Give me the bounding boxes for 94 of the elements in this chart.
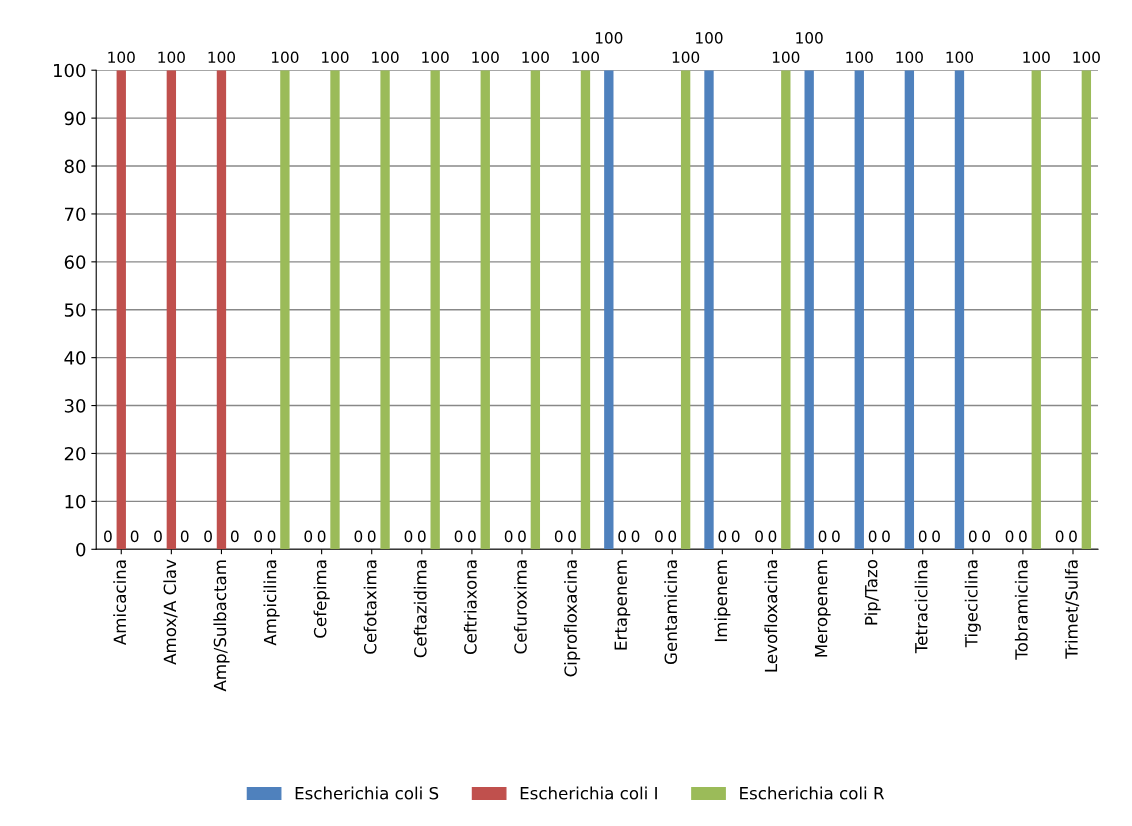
data-label: 0 [367,530,376,543]
legend-label: Escherichia coli S [295,786,439,800]
data-label: 0 [1055,530,1064,543]
data-label: 0 [354,530,363,543]
data-label: 100 [595,32,623,44]
x-tick-label: Amp/Sulbactam [213,560,230,692]
data-label: 0 [230,530,239,543]
data-label: 0 [317,530,326,543]
data-label: 100 [372,51,399,64]
data-label: 0 [267,530,276,543]
x-tick-label: Pip/Tazo [864,559,881,625]
data-label: 0 [554,530,563,543]
data-label: 0 [1069,530,1077,543]
data-label: 0 [417,530,426,543]
data-label: 0 [104,530,112,543]
data-label: 0 [468,530,476,543]
x-tick-label: Trimet/Sulfa [1064,560,1080,659]
data-label: 100 [472,51,499,64]
x-tick-label: Amicacina [113,560,127,646]
y-tick-label: 40 [64,351,86,365]
data-label: 0 [755,530,763,543]
y-tick-label: 70 [65,207,86,222]
x-tick-label: Tigeciclina [964,560,981,648]
data-label: 0 [868,530,877,543]
data-label: 0 [731,530,740,543]
y-tick-label: 20 [64,446,86,461]
x-tick-label: Ampicilina [263,560,280,646]
x-tick-label: Levofloxacina [764,560,778,672]
data-label: 0 [130,530,139,543]
data-label: 0 [454,530,463,543]
data-label: 100 [696,32,723,44]
data-label: 0 [968,530,977,543]
x-tick-label: Cefotaxima [363,560,377,654]
data-label: 0 [180,530,189,543]
data-label: 0 [768,530,777,543]
data-label: 100 [422,51,449,64]
data-label: 0 [932,530,940,543]
data-label: 0 [254,530,263,543]
y-tick-label: 90 [64,111,86,126]
data-label: 0 [504,530,513,543]
y-tick-label: 100 [54,63,86,78]
data-label: 100 [208,51,236,64]
data-label: 0 [404,530,413,543]
data-label: 100 [108,51,135,64]
data-label: 0 [668,530,677,543]
y-tick-label: 80 [64,159,86,174]
data-label: 100 [158,51,185,64]
y-tick-label: 10 [65,494,86,509]
data-label: 100 [1023,51,1050,64]
data-label: 100 [796,32,823,44]
x-tick-label: Cefepima [313,560,330,638]
x-tick-label: Cefuroxima [513,560,527,654]
y-tick-label: 30 [64,399,86,413]
data-label: 0 [154,530,162,543]
data-label: 0 [818,530,827,543]
data-label: 0 [1019,530,1027,543]
legend-label: Escherichia coli I [520,786,657,800]
data-label: 0 [832,530,840,543]
data-label: 100 [271,51,299,64]
data-label: 100 [572,51,600,64]
x-tick-label: Imipenem [714,560,731,642]
data-label: 100 [672,51,700,64]
data-label: 0 [718,530,727,543]
data-label: 100 [1073,51,1100,64]
x-tick-label: Gentamicina [664,560,678,664]
data-label: 0 [304,530,313,543]
x-tick-label: Ceftazidima [413,560,427,658]
data-label: 100 [896,51,923,64]
data-label: 0 [518,530,526,543]
data-label: 100 [946,51,974,64]
legend-label: Escherichia coli R [740,786,885,800]
x-tick-label: Ertapenem [614,560,631,650]
data-label: 0 [1005,530,1014,543]
y-tick-label: 0 [76,542,86,557]
x-tick-label: Tobramicina [1014,560,1028,660]
data-label: 0 [882,530,890,543]
y-tick-label: 60 [64,255,86,269]
data-label: 0 [982,530,991,543]
data-label: 0 [618,530,627,543]
x-tick-label: Meropenem [814,560,831,657]
data-label: 0 [568,530,576,543]
y-tick-label: 50 [64,303,86,317]
data-label: 0 [631,530,640,543]
data-label: 0 [204,530,212,543]
x-tick-label: Ciprofloxacina [564,560,581,677]
x-tick-label: Tetraciclina [914,560,928,654]
data-label: 0 [655,530,663,543]
data-label: 100 [322,51,349,64]
data-label: 100 [846,51,873,64]
data-label: 100 [772,51,800,64]
data-label: 0 [918,530,927,543]
data-label: 100 [522,51,549,64]
x-tick-label: Amox/A Clav [163,559,178,665]
x-tick-label: Ceftriaxona [463,560,477,655]
